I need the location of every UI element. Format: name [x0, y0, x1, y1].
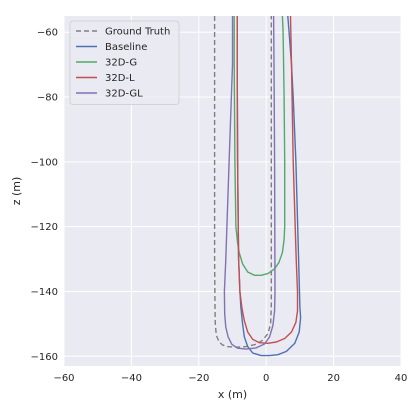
- legend-label: 32D-L: [105, 73, 135, 84]
- y-tick-label: −60: [37, 28, 58, 39]
- legend: Ground Truth Baseline 32D-G 32D-L 32D-GL: [69, 20, 180, 105]
- legend-label: 32D-G: [105, 58, 137, 69]
- x-tick-label: −20: [188, 373, 209, 384]
- y-tick-label: −80: [37, 93, 58, 104]
- y-tick-label: −140: [31, 287, 58, 298]
- legend-box: [69, 20, 180, 105]
- series-line-32d-gl: [223, 15, 276, 350]
- legend-label: Baseline: [105, 42, 147, 53]
- x-tick-label: 0: [263, 373, 269, 384]
- legend-label: Ground Truth: [105, 27, 170, 38]
- y-axis-label: z (m): [10, 177, 23, 206]
- y-tick-label: −160: [31, 352, 58, 363]
- x-axis-label: x (m): [218, 388, 247, 401]
- x-tick-label: −40: [121, 373, 142, 384]
- y-tick-label: −100: [31, 157, 58, 168]
- x-tick-label: 40: [395, 373, 408, 384]
- series-layer: [213, 15, 302, 357]
- x-tick-label: −60: [53, 373, 74, 384]
- series-line-32d-l: [236, 15, 299, 344]
- y-tick-label: −120: [31, 222, 58, 233]
- series-line-32d-g: [233, 15, 286, 276]
- tick-labels: −60 −40 −20 0 20 40 −60 −80 −100 −120 −140 −160: [31, 28, 408, 384]
- x-tick-label: 20: [327, 373, 340, 384]
- legend-label: 32D-GL: [105, 89, 143, 100]
